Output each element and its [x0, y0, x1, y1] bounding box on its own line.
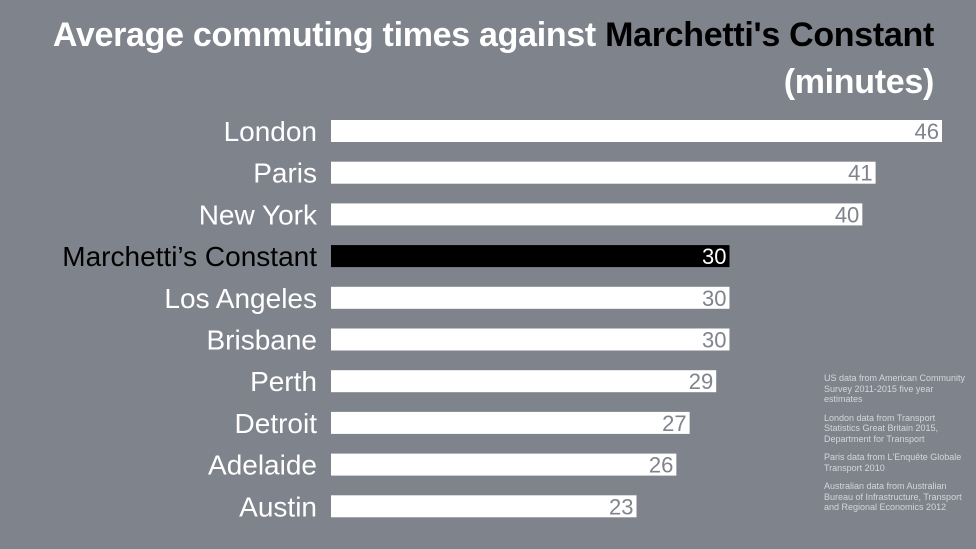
value-label: 40	[835, 202, 859, 227]
bar	[331, 370, 717, 393]
bar-row: Paris 41	[253, 158, 876, 189]
bar-row: Perth 29	[250, 366, 717, 397]
bar	[331, 453, 677, 476]
category-label: Brisbane	[206, 325, 317, 356]
chart-title: Average commuting times against Marchett…	[0, 12, 934, 106]
source-note: Paris data from L'Enquête Globale Transp…	[824, 452, 962, 473]
value-label: 26	[649, 453, 673, 478]
bar	[331, 411, 690, 434]
bar	[331, 495, 637, 518]
bar	[331, 286, 730, 309]
category-label: Perth	[250, 366, 317, 397]
category-label: Detroit	[235, 408, 318, 439]
value-label: 27	[662, 411, 686, 436]
value-label: 30	[702, 286, 726, 311]
source-note: London data from Transport Statistics Gr…	[824, 412, 939, 444]
category-label: Paris	[253, 158, 317, 189]
bar	[331, 120, 942, 142]
bar	[331, 161, 876, 184]
category-label: Marchetti’s Constant	[62, 241, 317, 272]
value-label: 46	[915, 119, 939, 144]
value-label: 29	[689, 369, 713, 394]
bar-row: Brisbane 30	[206, 325, 730, 356]
value-label: 30	[702, 328, 726, 353]
bar-row: Detroit 27	[235, 408, 690, 439]
chart-title-line-1: Average commuting times against Marchett…	[0, 12, 934, 59]
chart-title-line-2: (minutes)	[783, 63, 935, 101]
chart-title-highlight: Marchetti's Constant	[605, 16, 934, 54]
source-note: Australian data from Australian Bureau o…	[824, 481, 962, 512]
category-label: London	[224, 116, 317, 147]
value-label: 30	[702, 244, 726, 269]
bar-row: New York 40	[199, 199, 863, 230]
category-label: New York	[199, 199, 318, 230]
value-label: 41	[848, 161, 872, 186]
value-label: 23	[609, 494, 633, 519]
category-label: Adelaide	[208, 450, 317, 481]
source-notes: US data from American Community Survey 2…	[824, 373, 970, 521]
category-label: Austin	[239, 491, 317, 522]
bar	[331, 245, 730, 268]
bar	[331, 203, 863, 226]
bar-row: Los Angeles 30	[164, 283, 730, 314]
bar-row: Marchetti’s Constant 30	[62, 241, 730, 272]
bar	[331, 328, 730, 351]
bar-row: London 46	[224, 116, 942, 147]
bar-row: Austin 23	[239, 491, 637, 522]
chart-title-part-1: Average commuting times against	[52, 16, 606, 54]
category-label: Los Angeles	[164, 283, 317, 314]
bar-row: Adelaide 26	[208, 450, 677, 481]
source-note: US data from American Community Survey 2…	[824, 373, 966, 404]
